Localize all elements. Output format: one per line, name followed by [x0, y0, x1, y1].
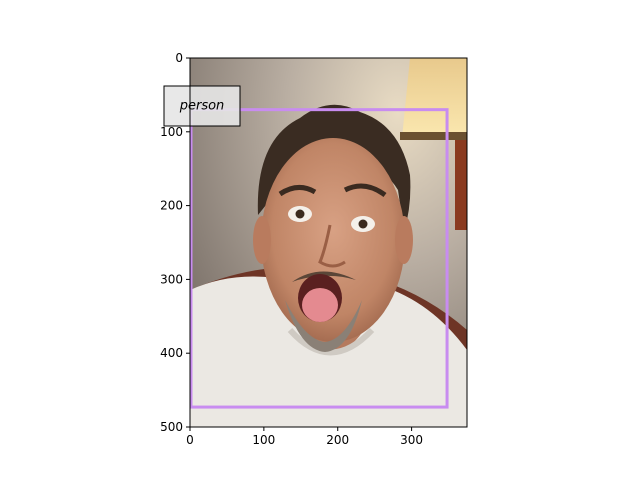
- x-tick-label: 0: [186, 433, 194, 447]
- shirt-collar: [287, 327, 375, 356]
- y-tick-label: 200: [160, 199, 183, 213]
- y-axis: 0 100 200 300 400 500: [160, 51, 190, 434]
- x-tick-label: 200: [326, 433, 349, 447]
- detection-label: person: [179, 99, 225, 114]
- x-axis: 0 100 200 300: [186, 427, 423, 447]
- hair: [257, 104, 411, 232]
- lamp-rim: [400, 132, 467, 140]
- shirt: [190, 276, 467, 427]
- nose: [318, 224, 346, 268]
- mustache: [292, 271, 356, 282]
- x-tick-label: 300: [400, 433, 423, 447]
- right-pupil: [358, 219, 368, 229]
- lamp-base: [455, 140, 467, 230]
- y-tick-label: 500: [160, 420, 183, 434]
- detection-label-box: [163, 85, 241, 127]
- y-tick-label: 400: [160, 346, 183, 360]
- tongue: [302, 288, 338, 322]
- y-tick-label: 0: [175, 51, 183, 65]
- y-tick-label: 100: [160, 125, 183, 139]
- left-eyebrow: [278, 185, 317, 197]
- photo: [190, 58, 467, 427]
- left-pupil: [295, 209, 305, 219]
- axes-frame: [189, 57, 468, 428]
- detection-box: [189, 108, 449, 409]
- x-tick-label: 100: [252, 433, 275, 447]
- beard: [285, 300, 362, 352]
- right-eyebrow: [343, 183, 387, 198]
- y-tick-label: 300: [160, 272, 183, 286]
- right-ear: [395, 216, 413, 264]
- lampshade: [402, 58, 467, 138]
- left-ear: [253, 216, 271, 264]
